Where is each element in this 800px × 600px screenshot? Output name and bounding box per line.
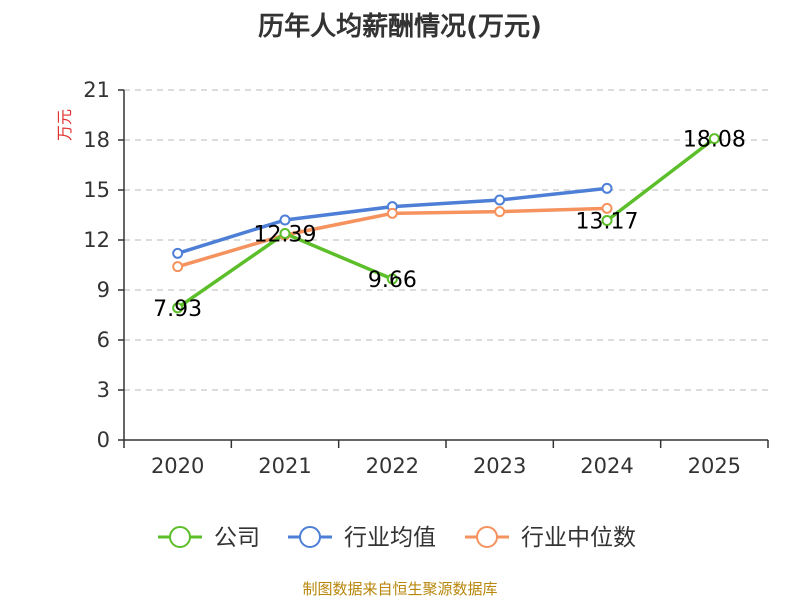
x-tick-label-2023: 2023 xyxy=(473,454,526,478)
data-point-2-0 xyxy=(172,261,184,273)
data-point-2-3 xyxy=(494,206,506,218)
legend-label-0: 公司 xyxy=(214,525,260,551)
series-points xyxy=(172,133,720,314)
source-note: 制图数据来自恒生聚源数据库 xyxy=(302,580,498,598)
legend: 公司 行业均值 行业中位数 xyxy=(158,525,636,551)
y-tick-label: 18 xyxy=(83,128,110,152)
y-tick-label: 12 xyxy=(83,228,110,252)
legend-label-1: 行业均值 xyxy=(344,525,436,551)
data-point-0-2 xyxy=(386,273,398,285)
legend-label-2: 行业中位数 xyxy=(521,525,636,551)
data-point-0-0 xyxy=(172,302,184,314)
y-tick-label: 6 xyxy=(97,328,110,352)
data-label-2025: 18.08 xyxy=(683,128,746,153)
data-label-2022: 9.66 xyxy=(368,268,417,293)
x-tick-label-2025: 2025 xyxy=(688,454,741,478)
series-line-1 xyxy=(177,186,608,256)
data-label-2024: 13.17 xyxy=(576,210,639,235)
legend-marker-1 xyxy=(299,526,321,548)
axes xyxy=(118,89,769,448)
data-label-2021: 12.39 xyxy=(254,223,317,248)
data-point-0-5 xyxy=(708,133,720,145)
y-axis-label: 万元 xyxy=(55,109,74,141)
series-line-0 xyxy=(605,137,716,222)
x-tick-label-2024: 2024 xyxy=(580,454,633,478)
data-point-1-4 xyxy=(601,182,613,194)
y-tick-label: 3 xyxy=(97,378,110,402)
y-tick-label: 15 xyxy=(83,178,110,202)
data-point-1-0 xyxy=(172,247,184,259)
tick-labels: 0 3 6 9 12 15 18 21 2020 2021 2022 2023 2024 2025 xyxy=(83,78,741,478)
data-labels: 7.93 12.39 9.66 13.17 18.08 xyxy=(153,128,746,322)
x-tick-label-2022: 2022 xyxy=(366,454,419,478)
grid-lines xyxy=(124,89,768,391)
data-point-0-4 xyxy=(601,215,613,226)
data-point-2-2 xyxy=(386,207,398,219)
data-point-1-3 xyxy=(494,194,506,206)
x-tick-label-2021: 2021 xyxy=(258,454,311,478)
data-point-1-1 xyxy=(279,214,291,226)
data-point-2-4 xyxy=(601,202,613,214)
data-label-2020: 7.93 xyxy=(153,297,202,322)
chart-title: 历年人均薪酬情况(万元) xyxy=(258,12,542,42)
legend-marker-2 xyxy=(476,526,498,548)
y-tick-label: 21 xyxy=(83,78,110,102)
y-tick-label: 9 xyxy=(97,278,110,302)
y-tick-label: 0 xyxy=(97,428,110,452)
legend-marker-0 xyxy=(169,526,191,548)
x-tick-label-2020: 2020 xyxy=(151,454,204,478)
data-point-0-1 xyxy=(279,228,291,239)
